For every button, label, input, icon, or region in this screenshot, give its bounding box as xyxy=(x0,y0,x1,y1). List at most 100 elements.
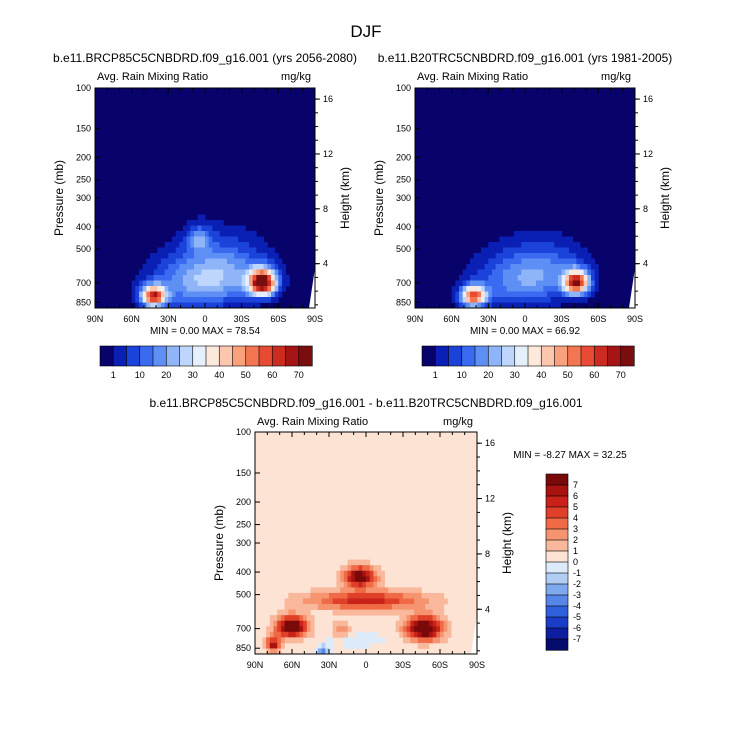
heatmap-cell xyxy=(558,297,563,303)
heatmap-cell xyxy=(205,269,210,276)
heatmap-cell xyxy=(510,258,515,265)
heatmap-cell xyxy=(414,604,419,610)
heatmap-cell xyxy=(230,291,235,298)
heatmap-cell xyxy=(506,242,511,248)
heatmap-cell xyxy=(131,280,136,287)
heatmap-cell xyxy=(561,258,566,265)
heatmap-cell xyxy=(351,642,356,649)
height-tick-label: 4 xyxy=(485,604,490,614)
heatmap-cell xyxy=(569,264,574,270)
heatmap-cell xyxy=(282,275,287,281)
heatmap-cell xyxy=(274,269,279,276)
heatmap-cell xyxy=(267,297,272,303)
heatmap-cell xyxy=(495,269,500,276)
heatmap-cell xyxy=(234,302,239,309)
heatmap-cell xyxy=(428,615,433,622)
chart-title: b.e11.B20TRC5CNBDRD.f09_g16.001 (yrs 198… xyxy=(378,51,673,65)
heatmap-cell xyxy=(492,269,497,276)
heatmap-cell xyxy=(417,642,422,649)
heatmap-cell xyxy=(343,631,348,638)
heatmap-cell xyxy=(263,247,268,254)
colorbar-label: -1 xyxy=(573,568,581,578)
heatmap-cell xyxy=(358,570,363,577)
heatmap-cell xyxy=(495,286,500,292)
heatmap-cell xyxy=(277,620,282,627)
height-tick-label: 8 xyxy=(643,204,648,214)
heatmap-cell xyxy=(428,626,433,633)
heatmap-cell xyxy=(135,302,140,309)
heatmap-cell xyxy=(521,291,526,298)
colorbar-swatch xyxy=(152,345,167,367)
heatmap-cell xyxy=(459,275,464,281)
heatmap-cell xyxy=(310,620,315,627)
colorbar-swatch xyxy=(567,345,582,367)
heatmap-cell xyxy=(179,291,184,298)
heatmap-cell xyxy=(403,587,408,594)
colorbar-label: 70 xyxy=(294,370,304,380)
heatmap-cell xyxy=(321,648,326,655)
heatmap-cell xyxy=(260,253,265,259)
heatmap-cell xyxy=(336,587,341,594)
heatmap-cell xyxy=(161,264,166,270)
heatmap-cell xyxy=(227,275,232,281)
heatmap-cell xyxy=(488,247,493,254)
heatmap-cell xyxy=(377,565,382,572)
heatmap-cell xyxy=(205,264,210,270)
heatmap-cell xyxy=(274,280,279,287)
heatmap-cell xyxy=(343,609,348,616)
heatmap-cell xyxy=(273,642,278,649)
heatmap-cell xyxy=(227,297,232,303)
heatmap-cell xyxy=(517,247,522,254)
heatmap-cell xyxy=(238,236,243,243)
heatmap-cell xyxy=(205,280,210,287)
heatmap-cell xyxy=(484,264,489,270)
heatmap-cell xyxy=(594,280,599,287)
heatmap-cell xyxy=(462,269,467,276)
heatmap-cell xyxy=(506,253,511,259)
heatmap-cell xyxy=(403,604,408,610)
heatmap-cell xyxy=(484,286,489,292)
heatmap-cell xyxy=(492,302,497,309)
heatmap-cell xyxy=(212,269,217,276)
heatmap-cell xyxy=(208,297,213,303)
heatmap-cell xyxy=(197,242,202,248)
heatmap-cell xyxy=(377,592,382,599)
heatmap-cell xyxy=(201,291,206,298)
heatmap-cell xyxy=(366,631,371,638)
heatmap-cell xyxy=(269,626,274,633)
heatmap-cell xyxy=(492,280,497,287)
heatmap-cell xyxy=(194,302,199,309)
heatmap-cell xyxy=(380,592,385,599)
heatmap-cell xyxy=(561,269,566,276)
heatmap-cell xyxy=(227,236,232,243)
heatmap-cell xyxy=(271,275,276,281)
heatmap-cell xyxy=(267,275,272,281)
heatmap-cell xyxy=(536,258,541,265)
heatmap-cell xyxy=(432,609,437,616)
heatmap-cell xyxy=(190,269,195,276)
heatmap-cell xyxy=(543,269,548,276)
heatmap-cell xyxy=(536,302,541,309)
heatmap-cell xyxy=(425,626,430,633)
heatmap-cell xyxy=(201,275,206,281)
heatmap-cell xyxy=(572,280,577,287)
heatmap-cell xyxy=(477,264,482,270)
heatmap-cell xyxy=(256,264,261,270)
heatmap-cell xyxy=(373,565,378,572)
heatmap-cell xyxy=(414,587,419,594)
heatmap-cell xyxy=(223,253,228,259)
heatmap-cell xyxy=(227,253,232,259)
heatmap-cell xyxy=(314,598,319,605)
heatmap-cell xyxy=(241,269,246,276)
heatmap-cell xyxy=(583,280,588,287)
heatmap-cell xyxy=(525,280,530,287)
x-tick-label: 90S xyxy=(469,660,485,670)
heatmap-cell xyxy=(539,291,544,298)
heatmap-cell xyxy=(263,275,268,281)
heatmap-cell xyxy=(410,592,415,599)
colorbar-label: 0 xyxy=(573,557,578,567)
heatmap-cell xyxy=(369,637,374,644)
heatmap-cell xyxy=(554,264,559,270)
heatmap-cell xyxy=(377,570,382,577)
